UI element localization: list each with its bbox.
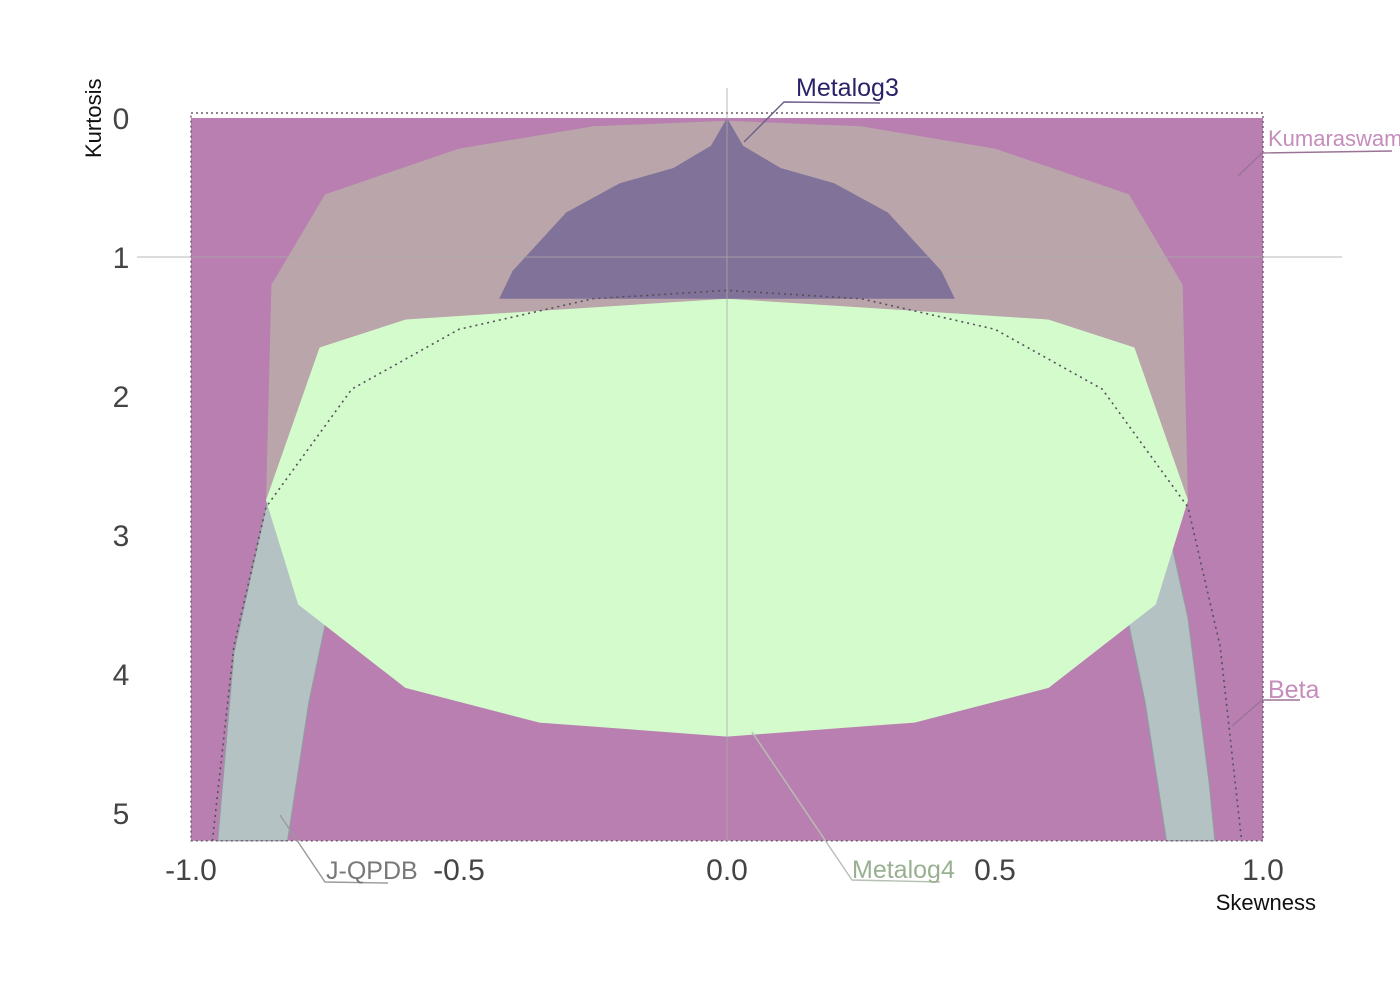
series-labels: Metalog3 Kumaraswamy Beta J-QPDB Metalog…: [326, 74, 1400, 885]
beta-label: Beta: [1268, 676, 1320, 704]
x-tick-label: -0.5: [433, 854, 485, 887]
x-tick-label: -1.0: [165, 854, 217, 887]
y-axis-ticks: 0 1 2 3 4 5: [113, 103, 130, 831]
metalog4-leader: [751, 731, 941, 883]
jqpdb-leader: [279, 814, 389, 884]
x-axis-title: Skewness: [1216, 890, 1316, 915]
y-tick-label: 5: [113, 798, 130, 831]
y-axis-title: Kurtosis: [81, 79, 106, 158]
x-tick-label: 1.0: [1242, 854, 1284, 887]
metalog4-label: Metalog4: [852, 856, 955, 884]
y-tick-label: 1: [113, 242, 130, 275]
kumaraswamy-region-inner: [266, 120, 1188, 501]
x-tick-label: 0.5: [974, 854, 1016, 887]
x-axis-ticks: -1.0 -0.5 0.0 0.5 1.0: [165, 854, 1284, 887]
metalog3-label: Metalog3: [796, 74, 899, 102]
kumaraswamy-label: Kumaraswamy: [1268, 126, 1400, 151]
y-tick-label: 2: [113, 381, 130, 414]
y-tick-label: 4: [113, 659, 130, 692]
jqpdb-label: J-QPDB: [326, 857, 418, 885]
y-tick-label: 0: [113, 103, 130, 136]
metalog3-leader: [743, 101, 881, 143]
beta-leader: [1231, 699, 1300, 727]
kumaraswamy-leader: [1237, 150, 1393, 177]
label-leaders: [279, 101, 1393, 884]
y-tick-label: 3: [113, 520, 130, 553]
x-tick-label: 0.0: [706, 854, 748, 887]
